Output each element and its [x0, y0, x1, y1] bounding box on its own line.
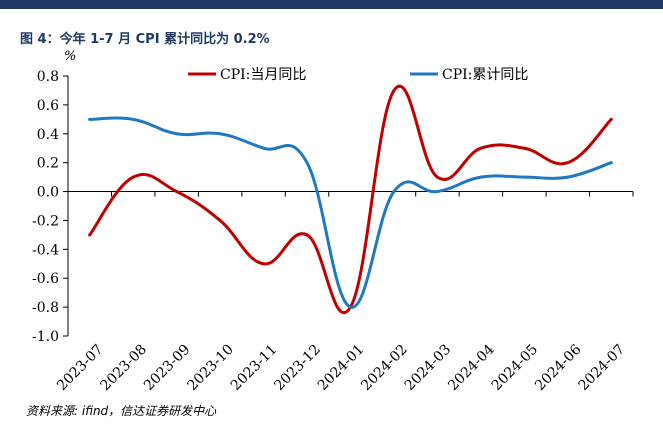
data-point	[435, 175, 439, 179]
legend-label: CPI:累计同比	[442, 67, 528, 83]
legend-label: CPI:当月同比	[220, 67, 306, 83]
y-tick-label: 0.4	[37, 127, 59, 143]
x-tick-label: 2023-08	[98, 342, 150, 394]
x-tick-label: 2023-11	[228, 342, 280, 394]
data-point	[88, 117, 92, 121]
data-point	[305, 233, 309, 237]
data-point	[88, 233, 92, 237]
y-tick-label: 0.2	[37, 156, 59, 172]
y-tick-label: 0.6	[37, 98, 59, 114]
data-point	[479, 146, 483, 150]
x-tick-label: 2023-10	[184, 342, 236, 394]
y-tick-label: -0.4	[32, 242, 59, 258]
data-point	[175, 132, 179, 136]
data-point	[175, 190, 179, 194]
chart-legend: CPI:当月同比 CPI:累计同比	[188, 67, 528, 83]
data-point	[131, 117, 135, 121]
data-point	[435, 190, 439, 194]
data-point	[522, 175, 526, 179]
y-tick-label: -0.2	[32, 213, 59, 229]
series-line-monthly-yoy	[88, 85, 613, 315]
x-tick-label: 2024-03	[402, 342, 454, 394]
y-tick-label: -0.8	[32, 300, 59, 316]
x-tick-label: 2024-06	[532, 341, 585, 394]
data-point	[218, 218, 222, 222]
data-point	[566, 161, 570, 165]
data-point	[262, 146, 266, 150]
source-note: 资料来源: ifind，信达证券研发中心	[26, 404, 217, 418]
data-point	[566, 175, 570, 179]
y-tick-label: 0.8	[37, 69, 59, 85]
x-tick-label: 2023-12	[271, 342, 323, 394]
data-point	[392, 88, 396, 92]
x-tick-label: 2024-07	[576, 342, 628, 394]
x-tick-label: 2024-02	[358, 342, 410, 394]
y-tick-label: -1.0	[32, 329, 59, 345]
data-point	[479, 175, 483, 179]
data-point	[609, 161, 613, 165]
y-tick-label: 0.0	[37, 185, 59, 201]
data-point	[392, 190, 396, 194]
data-point	[522, 146, 526, 150]
data-point	[262, 262, 266, 266]
chart-series	[88, 85, 613, 315]
data-point	[609, 117, 613, 121]
y-tick-label: -0.6	[32, 271, 59, 287]
x-tick-label: 2024-04	[445, 341, 498, 394]
y-axis-unit-label: %	[64, 49, 77, 64]
series-line-cumulative-yoy	[88, 116, 613, 309]
x-tick-label: 2023-07	[54, 342, 106, 394]
data-point	[218, 132, 222, 136]
data-point	[349, 305, 352, 309]
figure-title: 图 4：今年 1-7 月 CPI 累计同比为 0.2%	[20, 32, 270, 47]
x-tick-label: 2024-05	[489, 342, 541, 394]
x-tick-label: 2024-01	[315, 342, 367, 394]
data-point	[305, 161, 309, 165]
x-tick-label: 2023-09	[141, 342, 193, 394]
top-banner-bar	[0, 0, 663, 9]
data-point	[131, 175, 135, 179]
